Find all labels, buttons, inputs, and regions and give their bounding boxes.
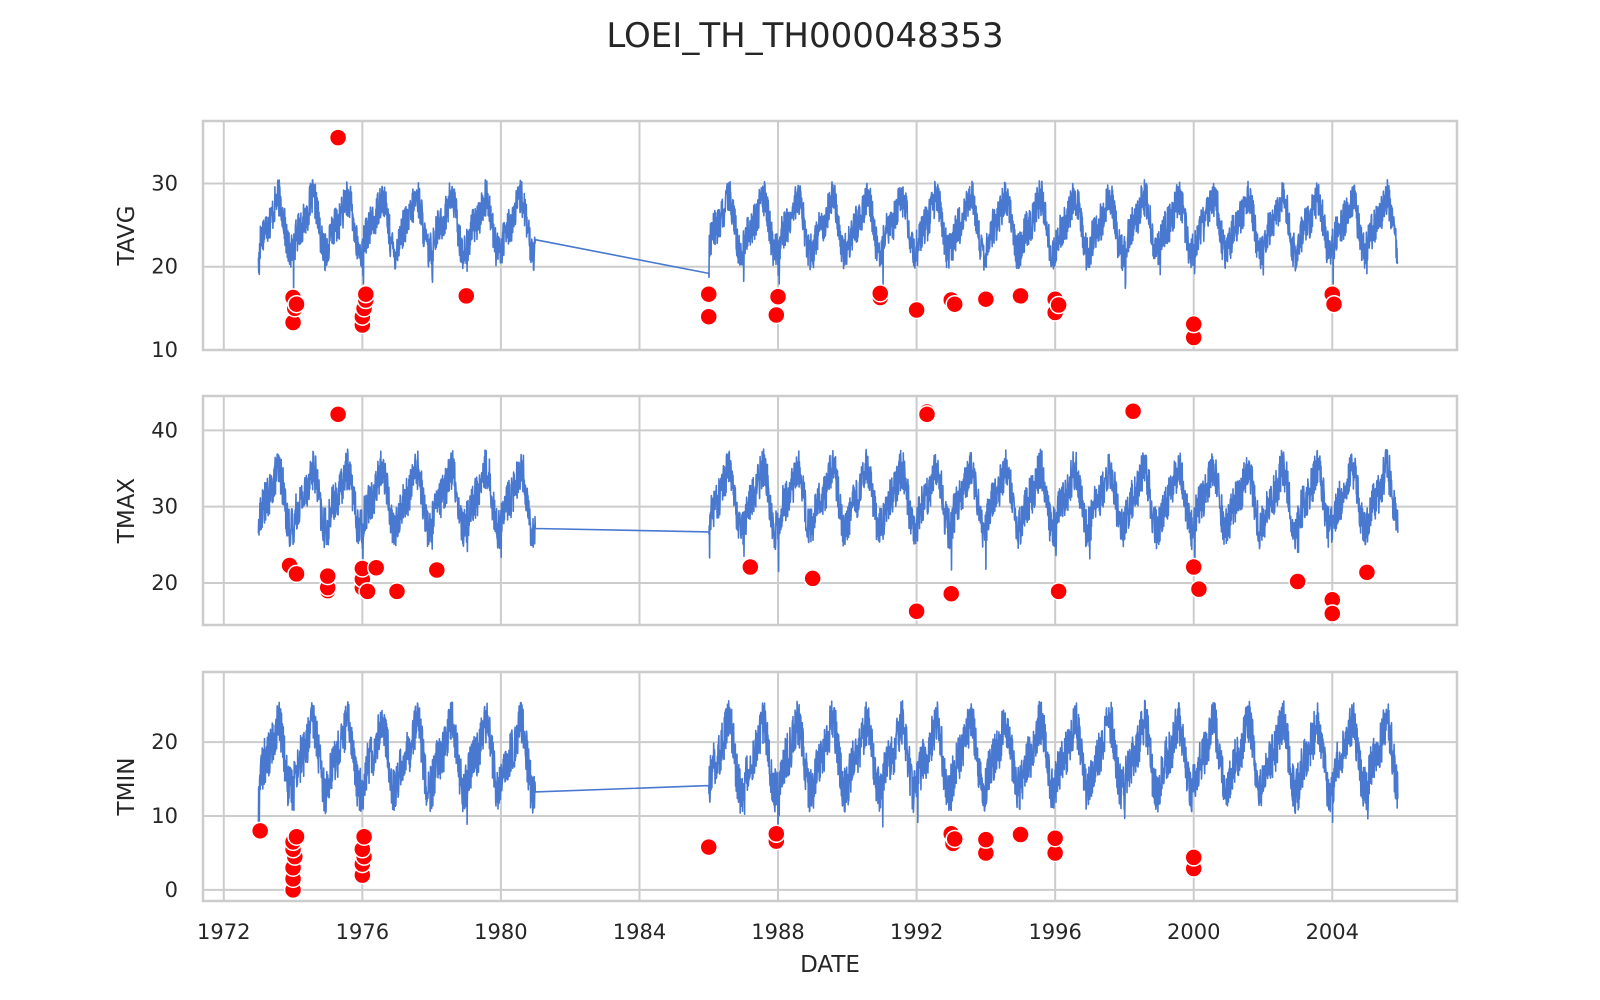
plot-frame [201,394,1459,627]
outlier-point [1011,286,1030,306]
y-tick-label: 10 [151,338,178,362]
outlier-point [768,287,788,306]
outlier-point [1049,295,1068,315]
outlier-point [1324,294,1344,314]
outlier-point [699,837,719,857]
y-axis-label: TMAX [114,478,140,545]
outlier-point [457,286,476,306]
y-tick-label: 20 [151,730,178,754]
y-tick-label: 20 [151,255,178,279]
outlier-point [354,827,374,846]
y-tick-label: 40 [151,418,178,442]
plot-frame [201,670,1459,903]
x-axis-label: DATE [800,952,860,978]
series-line-tmax [257,448,1399,573]
y-axis-label: TMIN [114,758,140,817]
outlier-point [287,564,306,584]
outlier-point [1288,572,1307,591]
x-tick-label: 1988 [751,920,804,944]
series-line-tmin [257,699,1399,830]
x-tick-label: 1972 [197,920,250,944]
outlier-point [741,557,760,577]
outlier-point [1184,314,1203,334]
outlier-point [427,560,447,580]
outlier-point [767,824,786,844]
x-tick-label: 1976 [336,920,389,944]
outlier-point [1123,402,1143,421]
x-tick-labels: 1972 1976 1980 1984 1988 1992 1996 2000 2004 [197,920,1359,944]
plot-frame [201,119,1459,352]
outlier-point [907,300,926,320]
outlier-markers [280,402,1377,623]
chart-title: LOEI_TH_TH000048353 [606,16,1003,56]
outlier-point [358,582,377,601]
outlier-markers [250,821,1203,900]
outlier-point [287,827,306,846]
outlier-point [1189,579,1209,599]
outlier-point [328,405,348,424]
outlier-point [945,829,964,849]
y-tick-label: 10 [151,804,178,828]
outlier-point [1049,582,1068,601]
outlier-point [356,284,376,304]
x-tick-label: 1984 [613,920,666,944]
outlier-point [917,405,937,424]
outlier-point [387,582,407,601]
series-line-tavg [257,179,1399,296]
y-tick-label: 30 [151,171,178,195]
y-axis-label: TAVG [114,205,140,266]
outlier-point [1011,825,1030,844]
panels: 10 20 30 TAVG 20 30 40 TMAX 0 10 20 TMIN 1972 1976 198… [114,119,1459,944]
outlier-point [287,294,306,314]
panel-tmax: 20 30 40 TMAX [114,394,1459,627]
outlier-point [1184,557,1203,577]
outlier-point [945,294,964,314]
outlier-point [1323,604,1342,623]
outlier-markers [283,128,1344,347]
y-tick-label: 30 [151,495,178,519]
x-tick-label: 2000 [1167,920,1220,944]
outlier-point [1045,828,1065,848]
outlier-point [803,569,822,588]
y-tick-label: 0 [165,878,178,902]
panel-tavg: 10 20 30 TAVG [114,119,1459,362]
outlier-point [907,602,926,621]
y-tick-label: 20 [151,571,178,595]
x-tick-label: 2004 [1306,920,1359,944]
panel-tmin: 0 10 20 TMIN [114,670,1459,903]
outlier-point [976,830,996,849]
outlier-point [870,284,890,303]
outlier-point [1184,848,1203,867]
outlier-point [941,584,961,603]
outlier-point [699,307,719,326]
outlier-point [699,284,719,304]
x-tick-label: 1980 [474,920,527,944]
outlier-point [366,558,386,577]
outlier-point [976,289,996,309]
x-tick-label: 1996 [1028,920,1081,944]
outlier-point [318,566,337,586]
outlier-point [328,128,348,147]
outlier-point [1357,563,1377,582]
outlier-point [250,821,270,841]
outlier-point [767,305,786,325]
x-tick-label: 1992 [890,920,943,944]
